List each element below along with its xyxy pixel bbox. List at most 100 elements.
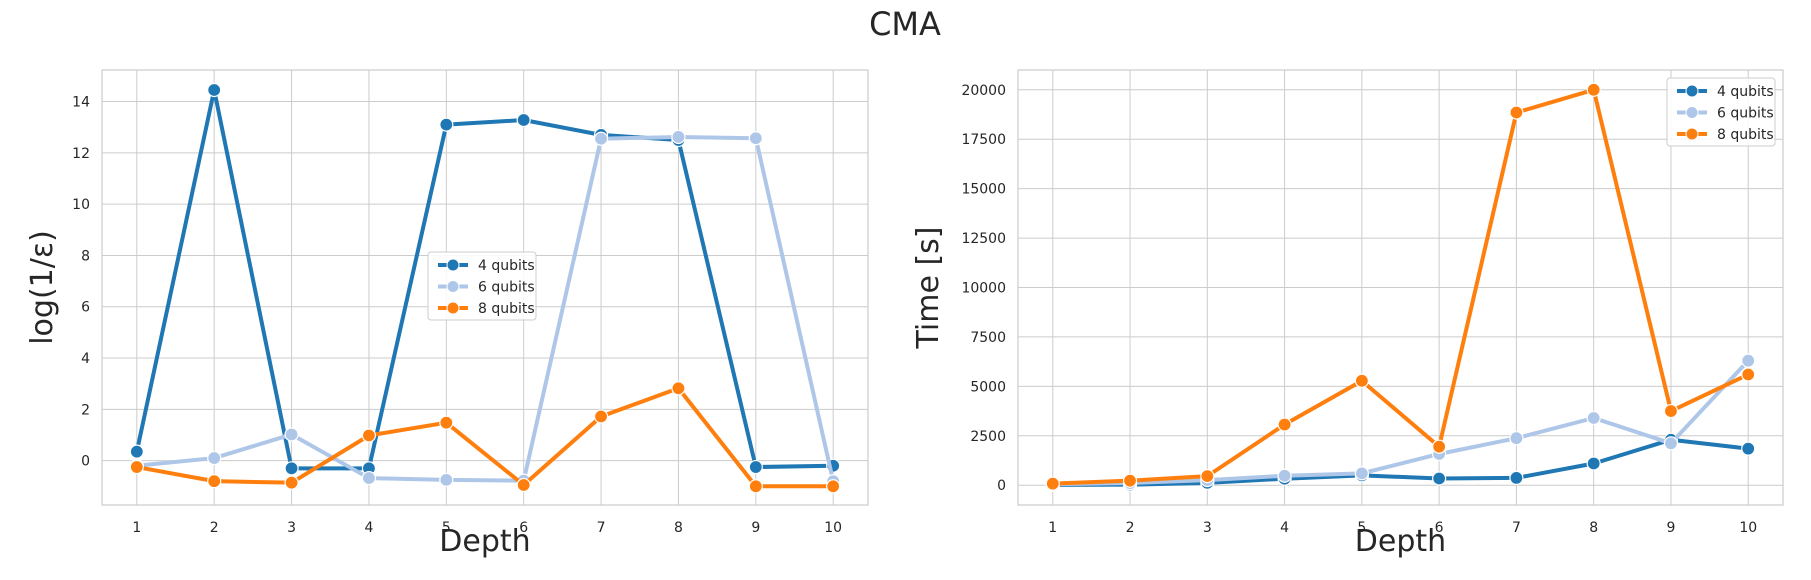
data-point bbox=[361, 470, 377, 486]
y-axis-label: log(1/ε) bbox=[25, 230, 60, 345]
x-tick-label: 1 bbox=[132, 520, 141, 536]
data-point bbox=[361, 428, 377, 443]
data-point bbox=[516, 112, 531, 128]
y-tick-label: 14 bbox=[72, 95, 90, 111]
legend-label: 4 qubits bbox=[1717, 84, 1774, 100]
data-point bbox=[593, 131, 609, 146]
x-tick-label: 6 bbox=[1435, 520, 1444, 536]
x-tick-label: 2 bbox=[1126, 520, 1135, 536]
series-line-8-qubits bbox=[134, 386, 836, 489]
data-point bbox=[1277, 468, 1292, 483]
legend: 4 qubits 6 qubits 8 qubits bbox=[427, 251, 537, 321]
data-point bbox=[826, 479, 841, 494]
x-tick-label: 1 bbox=[1048, 520, 1057, 536]
data-point bbox=[284, 475, 299, 490]
axes-frame bbox=[101, 69, 869, 506]
legend-marker bbox=[1685, 127, 1699, 141]
data-point bbox=[671, 381, 686, 396]
series-line-4-qubits bbox=[134, 88, 836, 471]
y-tick-label: 0 bbox=[997, 478, 1006, 494]
x-tick-label: 3 bbox=[287, 520, 296, 536]
legend-marker bbox=[1685, 106, 1699, 119]
x-tick-label: 7 bbox=[597, 520, 606, 536]
data-point bbox=[1354, 466, 1369, 481]
legend-label: 6 qubits bbox=[1717, 106, 1774, 122]
y-tick-label: 4 bbox=[81, 351, 90, 367]
right-chart: 1 2 3 4 5 6 7 8 9 10 0 2500 5000 7500 10000 12500 15000 1… bbox=[911, 69, 1784, 559]
x-tick-label: 10 bbox=[1739, 520, 1757, 536]
series-line-6-qubits bbox=[1050, 358, 1751, 487]
data-point bbox=[1122, 473, 1138, 488]
x-tick-label: 5 bbox=[1357, 520, 1366, 536]
x-tick-label: 9 bbox=[1666, 520, 1675, 536]
data-point bbox=[748, 459, 763, 475]
x-tick-label: 9 bbox=[751, 520, 760, 536]
y-tick-label: 7500 bbox=[970, 330, 1006, 346]
x-tick-label: 7 bbox=[1512, 520, 1521, 536]
x-tick-label: 2 bbox=[210, 520, 219, 536]
x-tick-label: 8 bbox=[674, 520, 683, 536]
series-line-8-qubits bbox=[1050, 87, 1751, 486]
legend-label: 4 qubits bbox=[478, 258, 535, 274]
x-tick-label: 4 bbox=[1280, 520, 1289, 536]
data-point bbox=[1509, 105, 1524, 120]
series-line-6-qubits bbox=[134, 134, 836, 484]
data-point bbox=[284, 427, 299, 442]
y-tick-label: 15000 bbox=[961, 182, 1006, 198]
data-point bbox=[439, 415, 454, 430]
y-tick-label: 12 bbox=[72, 146, 90, 162]
figure-title: CMA bbox=[869, 5, 941, 43]
data-point bbox=[207, 450, 222, 466]
data-point bbox=[1663, 403, 1679, 419]
legend-label: 6 qubits bbox=[478, 280, 535, 296]
x-tick-label: 6 bbox=[519, 520, 528, 536]
data-point bbox=[1432, 471, 1447, 486]
data-point bbox=[284, 461, 299, 476]
x-tick-label: 8 bbox=[1589, 520, 1598, 536]
series-line-4-qubits bbox=[1050, 437, 1751, 487]
data-point bbox=[671, 129, 686, 145]
data-point bbox=[748, 131, 763, 146]
x-tick-label: 5 bbox=[442, 520, 451, 536]
data-point bbox=[1741, 441, 1756, 456]
data-point bbox=[1663, 436, 1679, 451]
data-point bbox=[1586, 410, 1601, 426]
data-point bbox=[1277, 417, 1292, 432]
data-point bbox=[1200, 469, 1215, 484]
legend-marker bbox=[446, 258, 460, 272]
legend-marker bbox=[1685, 84, 1699, 98]
legend-label: 8 qubits bbox=[478, 301, 535, 317]
y-tick-label: 10000 bbox=[961, 281, 1006, 297]
data-point bbox=[207, 474, 222, 489]
data-point bbox=[593, 409, 609, 424]
legend-marker bbox=[446, 301, 460, 315]
y-tick-label: 17500 bbox=[961, 132, 1006, 148]
data-point bbox=[516, 477, 531, 493]
data-point bbox=[439, 472, 454, 487]
data-point bbox=[439, 117, 454, 132]
y-tick-label: 5000 bbox=[970, 379, 1006, 395]
y-tick-label: 2500 bbox=[970, 429, 1006, 445]
x-tick-label: 3 bbox=[1203, 520, 1212, 536]
y-tick-label: 20000 bbox=[961, 83, 1006, 99]
data-point bbox=[1509, 470, 1524, 486]
x-axis-label: Depth bbox=[1355, 524, 1446, 559]
y-tick-label: 2 bbox=[81, 402, 90, 418]
data-point bbox=[1586, 456, 1601, 471]
data-point bbox=[1741, 367, 1756, 382]
y-tick-label: 8 bbox=[81, 248, 90, 264]
data-point bbox=[207, 82, 222, 98]
data-point bbox=[1509, 431, 1524, 446]
legend: 4 qubits 6 qubits 8 qubits bbox=[1666, 77, 1776, 147]
data-point bbox=[129, 459, 144, 475]
x-tick-label: 10 bbox=[824, 520, 842, 536]
data-point bbox=[1586, 82, 1601, 97]
y-tick-label: 12500 bbox=[961, 231, 1006, 247]
data-point bbox=[1045, 476, 1060, 491]
x-axis-label: Depth bbox=[439, 524, 530, 559]
data-point bbox=[1741, 353, 1756, 368]
data-point bbox=[129, 444, 144, 459]
